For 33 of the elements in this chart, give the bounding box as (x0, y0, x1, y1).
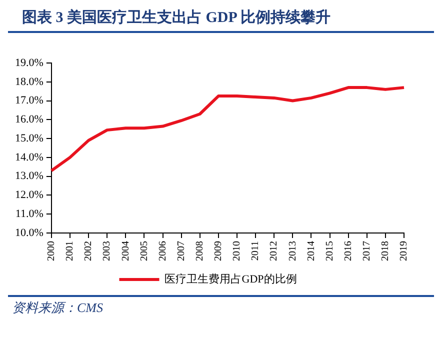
x-tick-label: 2018 (380, 241, 392, 261)
y-tick-label: 11.0% (15, 208, 44, 220)
y-tick-label: 14.0% (14, 151, 44, 164)
y-tick-label: 19.0% (14, 56, 44, 69)
x-tick-label: 2004 (120, 241, 132, 261)
x-tick-label: 2013 (287, 241, 298, 261)
x-tick-label: 2019 (398, 241, 410, 261)
text: 资料来源：CMS (8, 295, 434, 317)
legend-label: 医疗卫生费用占GDP的比例 (164, 272, 297, 286)
y-tick-label: 12.0% (14, 189, 44, 202)
x-tick-label: 2016 (342, 241, 354, 261)
x-tick-label: 2010 (232, 241, 243, 261)
x-tick-label: 2017 (362, 241, 373, 261)
y-tick-label: 10.0% (14, 226, 44, 239)
x-tick-label: 2000 (46, 241, 58, 261)
x-tick-label: 2014 (306, 241, 317, 261)
y-tick-label: 16.0% (14, 114, 44, 126)
y-tick-label: 13.0% (14, 170, 44, 182)
x-tick-label: 2015 (324, 241, 336, 261)
x-tick-label: 2011 (250, 241, 262, 261)
x-tick-label: 2008 (194, 241, 206, 261)
x-tick-label: 2005 (138, 241, 150, 261)
x-tick-label: 2001 (64, 241, 76, 261)
y-tick-label: 18.0% (14, 76, 44, 88)
y-tick-label: 17.0% (14, 94, 44, 107)
x-tick-label: 2002 (83, 241, 94, 261)
y-tick-label: 15.0% (14, 132, 44, 144)
chart-title: 图表 3 美国医疗卫生支出占 GDP 比例持续攀升 (8, 8, 434, 33)
x-tick-label: 2006 (157, 241, 168, 261)
x-tick-label: 2009 (213, 241, 224, 261)
x-tick-label: 2007 (176, 241, 187, 261)
x-tick-label: 2003 (102, 241, 113, 261)
x-tick-label: 2012 (268, 241, 280, 261)
